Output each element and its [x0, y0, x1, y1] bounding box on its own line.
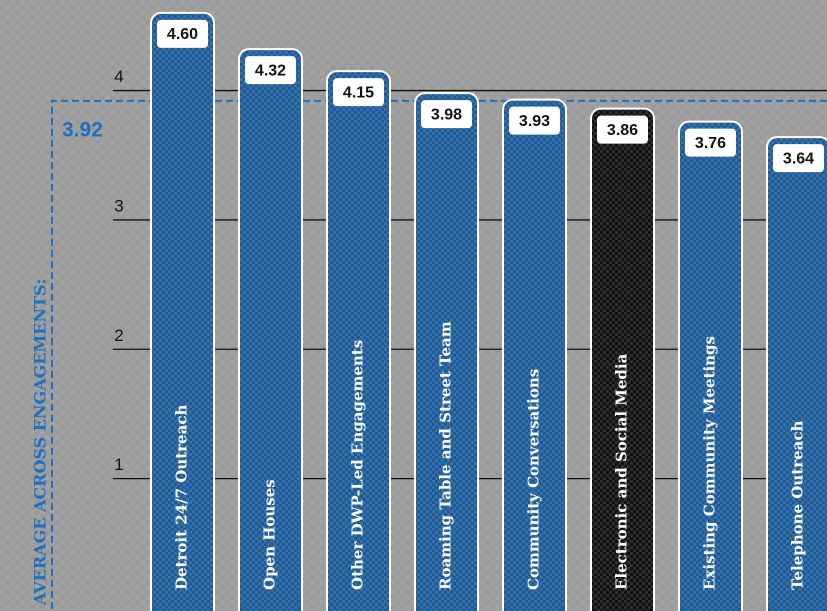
- bar-texture: [328, 72, 389, 611]
- y-tick-label: 2: [114, 326, 123, 345]
- average-value: 3.92: [62, 118, 103, 141]
- value-label-box: [685, 128, 736, 157]
- x-tick-label: Community Conversations: [525, 369, 543, 590]
- y-tick-label: 4: [114, 67, 123, 86]
- x-tick-label: Telephone Outreach: [789, 421, 807, 590]
- x-tick-label: Existing Community Meetings: [701, 336, 719, 590]
- value-label: 3.86: [607, 122, 638, 139]
- value-label: 4.32: [255, 62, 286, 79]
- x-tick-label: Electronic and Social Media: [613, 353, 631, 590]
- bar-texture: [592, 109, 653, 611]
- bar-texture: [768, 138, 827, 611]
- bar-texture: [240, 50, 301, 611]
- value-label-box: [597, 115, 648, 144]
- value-label-box: [245, 56, 296, 85]
- y-tick-label: 3: [114, 196, 123, 215]
- x-tick-label: Open Houses: [261, 479, 279, 590]
- value-label-box: [509, 106, 560, 135]
- value-label-box: [773, 144, 824, 173]
- value-label: 3.98: [431, 106, 462, 123]
- value-label-box: [333, 78, 384, 107]
- value-label: 3.64: [783, 150, 814, 167]
- y-tick-label: 1: [114, 455, 123, 474]
- bar-texture: [416, 94, 477, 611]
- bar-texture: [680, 122, 741, 611]
- value-label: 4.15: [343, 84, 374, 101]
- bar-texture: [152, 13, 213, 611]
- value-label-box: [157, 19, 208, 48]
- value-label: 3.76: [695, 135, 726, 152]
- value-label: 4.60: [167, 26, 198, 43]
- average-box: [51, 99, 827, 611]
- value-label-box: [421, 100, 472, 129]
- x-tick-label: Roaming Table and Street Team: [437, 321, 455, 590]
- value-label: 3.93: [519, 113, 550, 130]
- bar-texture: [504, 100, 565, 611]
- x-tick-label: Detroit 24/7 Outreach: [173, 405, 191, 590]
- average-label: AVERAGE ACROSS ENGAGEMENTS:: [31, 279, 50, 606]
- x-tick-label: Other DWP-Led Engagements: [349, 340, 367, 590]
